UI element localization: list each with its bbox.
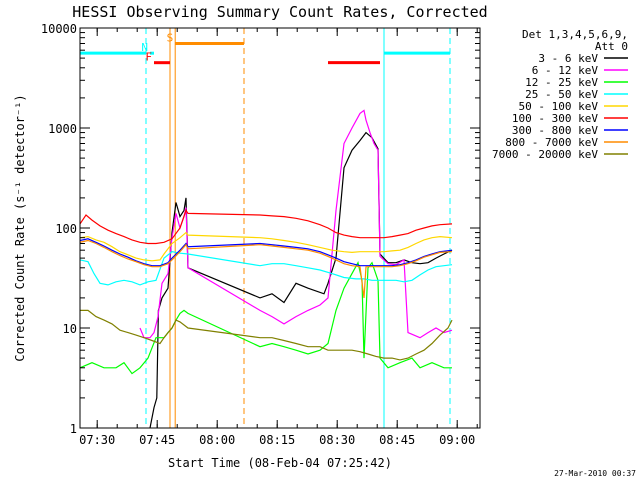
series-line-7 [80,239,453,298]
x-tick-label-3: 08:15 [259,433,295,447]
legend-label-1: 6 - 12 keV [532,64,599,77]
y-tick-label-1: 10 [63,322,77,336]
y-axis: 1 10 100 1000 10000 [41,22,480,436]
legend-label-3: 25 - 50 keV [525,88,598,101]
legend-label-6: 300 - 800 keV [512,124,598,137]
x-axis: 07:30 07:45 08:00 08:15 08:30 08:45 09:00 [79,28,478,447]
legend-label-0: 3 - 6 keV [538,52,598,65]
x-tick-label-6: 09:00 [439,433,475,447]
timestamp: 27-Mar-2010 00:37 [554,469,636,478]
legend-label-5: 100 - 300 keV [512,112,598,125]
series-line-1 [139,109,453,339]
legend-label-4: 50 - 100 keV [519,100,599,113]
x-axis-label: Start Time (08-Feb-04 07:25:42) [168,456,392,470]
series-line-0 [149,131,453,428]
chart-title: HESSI Observing Summary Count Rates, Cor… [72,3,487,21]
legend-label-8: 7000 - 20000 keV [492,148,598,161]
x-tick-label-5: 08:45 [379,433,415,447]
y-tick-label-2: 100 [55,222,77,236]
series-line-2 [80,261,452,375]
series-line-6 [80,238,453,267]
state-label-2: F [145,51,152,64]
state-label-1: N [141,41,148,54]
y-axis-label: Corrected Count Rate (s⁻¹ detector⁻¹) [13,94,27,361]
y-tick-label-0: 1 [70,422,77,436]
series-line-5 [80,209,453,245]
legend-header-0: Det 1,3,4,5,6,9, [522,28,628,41]
x-tick-label-0: 07:30 [79,433,115,447]
x-tick-label-1: 07:45 [139,433,175,447]
legend-label-2: 12 - 25 keV [525,76,598,89]
plot-clip-group [80,28,453,428]
state-label-3: S [167,31,174,44]
plot-area: NF S [79,27,481,429]
x-tick-label-4: 08:30 [319,433,355,447]
x-tick-label-2: 08:00 [199,433,235,447]
legend-header-1: Att 0 [595,40,628,53]
legend-label-7: 800 - 7000 keV [505,136,598,149]
series-line-4 [80,231,453,262]
series-line-8 [80,309,453,361]
series-line-3 [80,251,453,286]
y-tick-label-4: 10000 [41,22,77,36]
y-tick-label-3: 1000 [48,122,77,136]
